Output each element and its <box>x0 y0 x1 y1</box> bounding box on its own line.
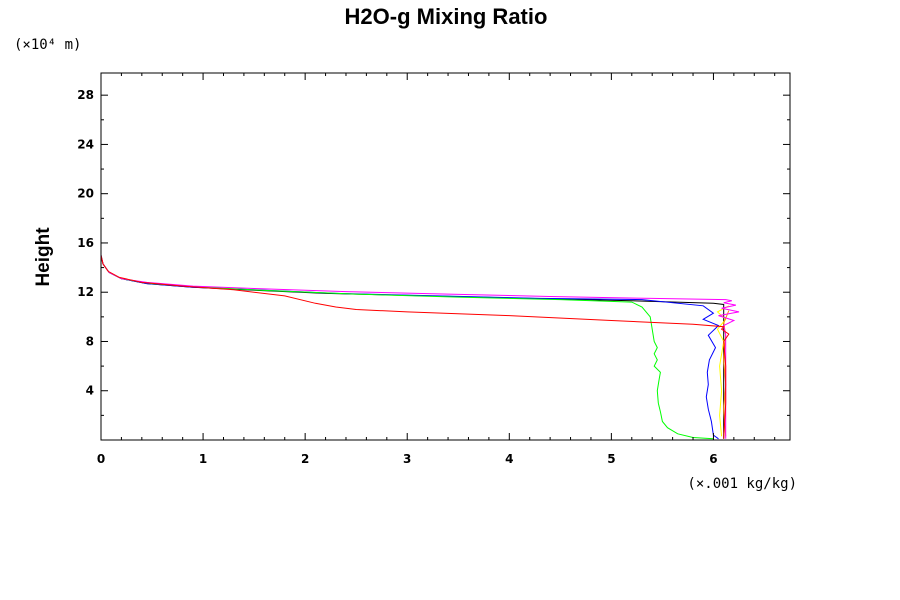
x-unit-label: (×.001 kg/kg) <box>687 476 797 492</box>
series-line-5 <box>723 310 730 437</box>
x-tick-label: 0 <box>97 452 105 466</box>
series-line-6 <box>100 73 740 439</box>
y-tick-label: 28 <box>77 88 94 102</box>
x-tick-label: 2 <box>301 452 309 466</box>
x-tick-label: 1 <box>199 452 207 466</box>
series-layer <box>100 73 740 440</box>
y-unit-label: (×10⁴ m) <box>14 37 81 53</box>
y-tick-label: 8 <box>86 334 94 348</box>
series-line-1 <box>100 73 725 439</box>
x-tick-label: 3 <box>403 452 411 466</box>
y-tick-label: 4 <box>86 384 94 398</box>
y-tick-label: 20 <box>77 187 94 201</box>
y-tick-label: 16 <box>77 236 94 250</box>
series-line-3 <box>100 255 714 440</box>
series-line-7 <box>100 243 730 439</box>
plot-frame <box>100 72 791 441</box>
y-axis-label: Height <box>33 227 54 287</box>
chart-title: H2O-g Mixing Ratio <box>345 4 548 29</box>
y-tick-label: 24 <box>77 137 94 151</box>
y-tick-label: 12 <box>77 285 94 299</box>
series-line-2 <box>100 230 720 440</box>
x-tick-label: 6 <box>709 452 717 466</box>
x-tick-label: 4 <box>505 452 513 466</box>
x-tick-label: 5 <box>607 452 615 466</box>
